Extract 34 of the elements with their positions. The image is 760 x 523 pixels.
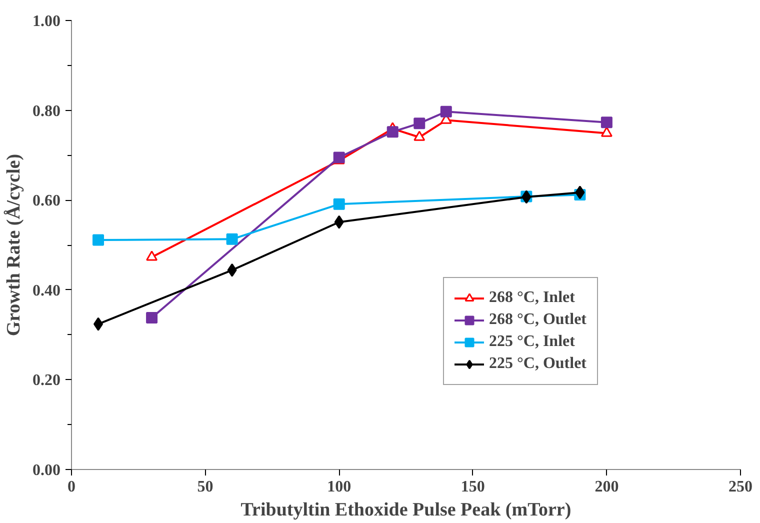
point: [92, 234, 104, 246]
point: [600, 126, 612, 137]
y-tick-label: 0.60: [32, 192, 60, 210]
y-tick-label: 1.00: [32, 13, 60, 30]
point: [414, 130, 426, 141]
y-tick-label: 0.20: [32, 372, 60, 390]
legend-label: 225 °C, Outlet: [489, 355, 586, 373]
x-tick-label: 250: [728, 478, 752, 496]
x-tick-label: 0: [68, 478, 76, 496]
point: [227, 263, 237, 277]
point: [146, 312, 158, 324]
point: [333, 152, 345, 164]
x-axis-title: Tributyltin Ethoxide Pulse Peak (mTorr): [240, 500, 572, 520]
legend-label: 268 °C, Inlet: [489, 289, 575, 307]
point: [440, 106, 452, 118]
y-axis-title: Growth Rate (Å/cycle): [4, 154, 24, 336]
point: [146, 250, 158, 261]
point: [575, 186, 585, 200]
point: [386, 126, 398, 138]
y-tick-label: 0.40: [32, 282, 60, 300]
point: [600, 116, 612, 128]
point: [334, 215, 344, 229]
x-tick-label: 150: [460, 478, 485, 496]
point: [414, 118, 426, 130]
point: [333, 198, 345, 210]
legend-label: 268 °C, Outlet: [489, 311, 586, 329]
legend-label: 225 °C, Inlet: [489, 333, 575, 351]
x-tick-label: 50: [197, 478, 214, 496]
x-tick-label: 200: [594, 478, 619, 496]
y-tick-label: 0.80: [32, 102, 60, 120]
point: [94, 317, 104, 331]
x-tick-label: 100: [327, 478, 352, 496]
y-tick-label: 0.00: [32, 462, 60, 479]
point: [226, 233, 238, 245]
